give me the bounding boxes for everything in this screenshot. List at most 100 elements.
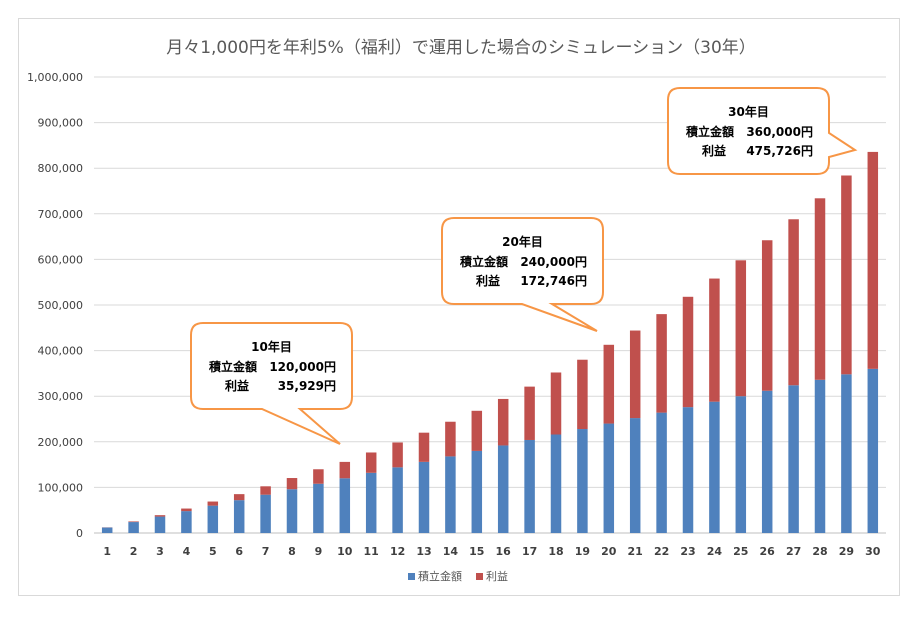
bar-profit: [418, 432, 430, 462]
x-tick-label: 6: [235, 545, 243, 558]
y-axis-ticks: 0 100,000 200,000 300,000 400,000 500,000 600,…: [27, 71, 83, 540]
x-tick-label: 24: [707, 545, 723, 558]
legend-swatch: [408, 573, 415, 580]
legend-label: 利益: [486, 569, 508, 583]
bar-amount: [365, 472, 377, 533]
bar-profit: [761, 240, 773, 391]
callout-year: 20年目: [502, 234, 543, 249]
bar-amount: [339, 478, 351, 533]
bar-amount: [656, 412, 667, 533]
bar-amount: [761, 390, 773, 533]
bar-amount: [735, 396, 747, 533]
callout-profit-label: 利益: [225, 378, 249, 393]
x-tick-label: 20: [601, 545, 617, 558]
callout-year: 30年目: [728, 104, 769, 119]
x-tick-label: 3: [156, 545, 164, 558]
callout-amount-label: 積立金額: [208, 359, 257, 374]
x-tick-label: 18: [548, 545, 563, 558]
x-axis-ticks: 1 2 3 4 5 6 7 8 9 10 11 12 13 14 15 16 17 18 19 20 21 22 23 24 2…: [103, 545, 880, 558]
bar-amount: [471, 450, 483, 533]
bar-amount: [577, 429, 588, 533]
y-tick-label: 600,000: [38, 253, 84, 266]
bar-profit: [709, 278, 720, 402]
bar-profit: [313, 469, 324, 484]
bar-profit: [814, 198, 826, 380]
y-tick-label: 800,000: [38, 162, 84, 175]
y-tick-label: 900,000: [38, 117, 84, 130]
x-tick-label: 7: [262, 545, 270, 558]
y-tick-label: 400,000: [38, 345, 84, 358]
bar-amount: [392, 467, 403, 533]
x-tick-label: 22: [654, 545, 669, 558]
bar-profit: [154, 515, 166, 517]
bar-profit: [735, 260, 747, 397]
bar-profit: [392, 442, 403, 468]
bar-profit: [841, 175, 852, 375]
bar-profit: [365, 452, 377, 473]
x-tick-label: 26: [760, 545, 776, 558]
bar-profit: [207, 501, 219, 506]
bar-amount: [603, 423, 615, 533]
x-tick-label: 16: [496, 545, 512, 558]
bars: [101, 151, 879, 533]
callout-amount-label: 積立金額: [685, 124, 734, 139]
bar-amount: [682, 407, 694, 533]
bar-amount: [524, 439, 535, 533]
callout-amount: 360,000円: [746, 125, 813, 139]
x-tick-label: 28: [812, 545, 827, 558]
x-tick-label: 10: [337, 545, 353, 558]
bar-amount: [260, 494, 271, 533]
bar-profit: [682, 296, 694, 408]
x-tick-label: 29: [839, 545, 854, 558]
y-tick-label: 300,000: [38, 390, 84, 403]
x-tick-label: 21: [628, 545, 643, 558]
bar-amount: [207, 505, 219, 533]
bar-profit: [524, 386, 535, 440]
bar-amount: [814, 379, 826, 533]
legend: 積立金額 利益: [408, 569, 508, 583]
callout-profit-label: 利益: [702, 143, 726, 158]
bar-profit: [867, 151, 879, 369]
callout-year: 10年目: [251, 339, 292, 354]
callout-profit-label: 利益: [476, 273, 500, 288]
x-tick-label: 14: [443, 545, 459, 558]
bar-amount: [286, 489, 298, 533]
bar-amount: [445, 456, 456, 533]
bar-profit: [603, 344, 615, 424]
bar-amount: [313, 483, 324, 533]
x-tick-label: 30: [865, 545, 881, 558]
y-tick-label: 500,000: [38, 299, 84, 312]
legend-swatch: [476, 573, 483, 580]
bar-amount: [867, 368, 879, 533]
y-tick-label: 100,000: [38, 481, 84, 494]
bar-profit: [656, 314, 667, 413]
bar-profit: [128, 521, 139, 523]
x-tick-label: 11: [364, 545, 379, 558]
x-tick-label: 4: [183, 545, 191, 558]
legend-label: 積立金額: [418, 569, 462, 583]
callout-amount: 240,000円: [520, 255, 587, 269]
x-tick-label: 25: [733, 545, 748, 558]
x-tick-label: 2: [130, 545, 138, 558]
x-tick-label: 27: [786, 545, 801, 558]
callout-amount-label: 積立金額: [459, 254, 508, 269]
y-tick-label: 700,000: [38, 208, 84, 221]
bar-amount: [629, 418, 641, 533]
callout-profit: 475,726円: [746, 144, 813, 158]
bar-amount: [841, 374, 852, 533]
x-tick-label: 13: [416, 545, 431, 558]
x-tick-label: 9: [315, 545, 323, 558]
bar-profit: [550, 372, 562, 435]
bar-profit: [181, 508, 192, 512]
callout-bubble: [667, 87, 858, 175]
bar-amount: [497, 445, 509, 533]
callout-profit: 172,746円: [520, 274, 587, 288]
gridlines: [94, 76, 886, 534]
bar-amount: [418, 461, 430, 533]
y-tick-label: 0: [76, 527, 83, 540]
x-tick-label: 15: [469, 545, 484, 558]
